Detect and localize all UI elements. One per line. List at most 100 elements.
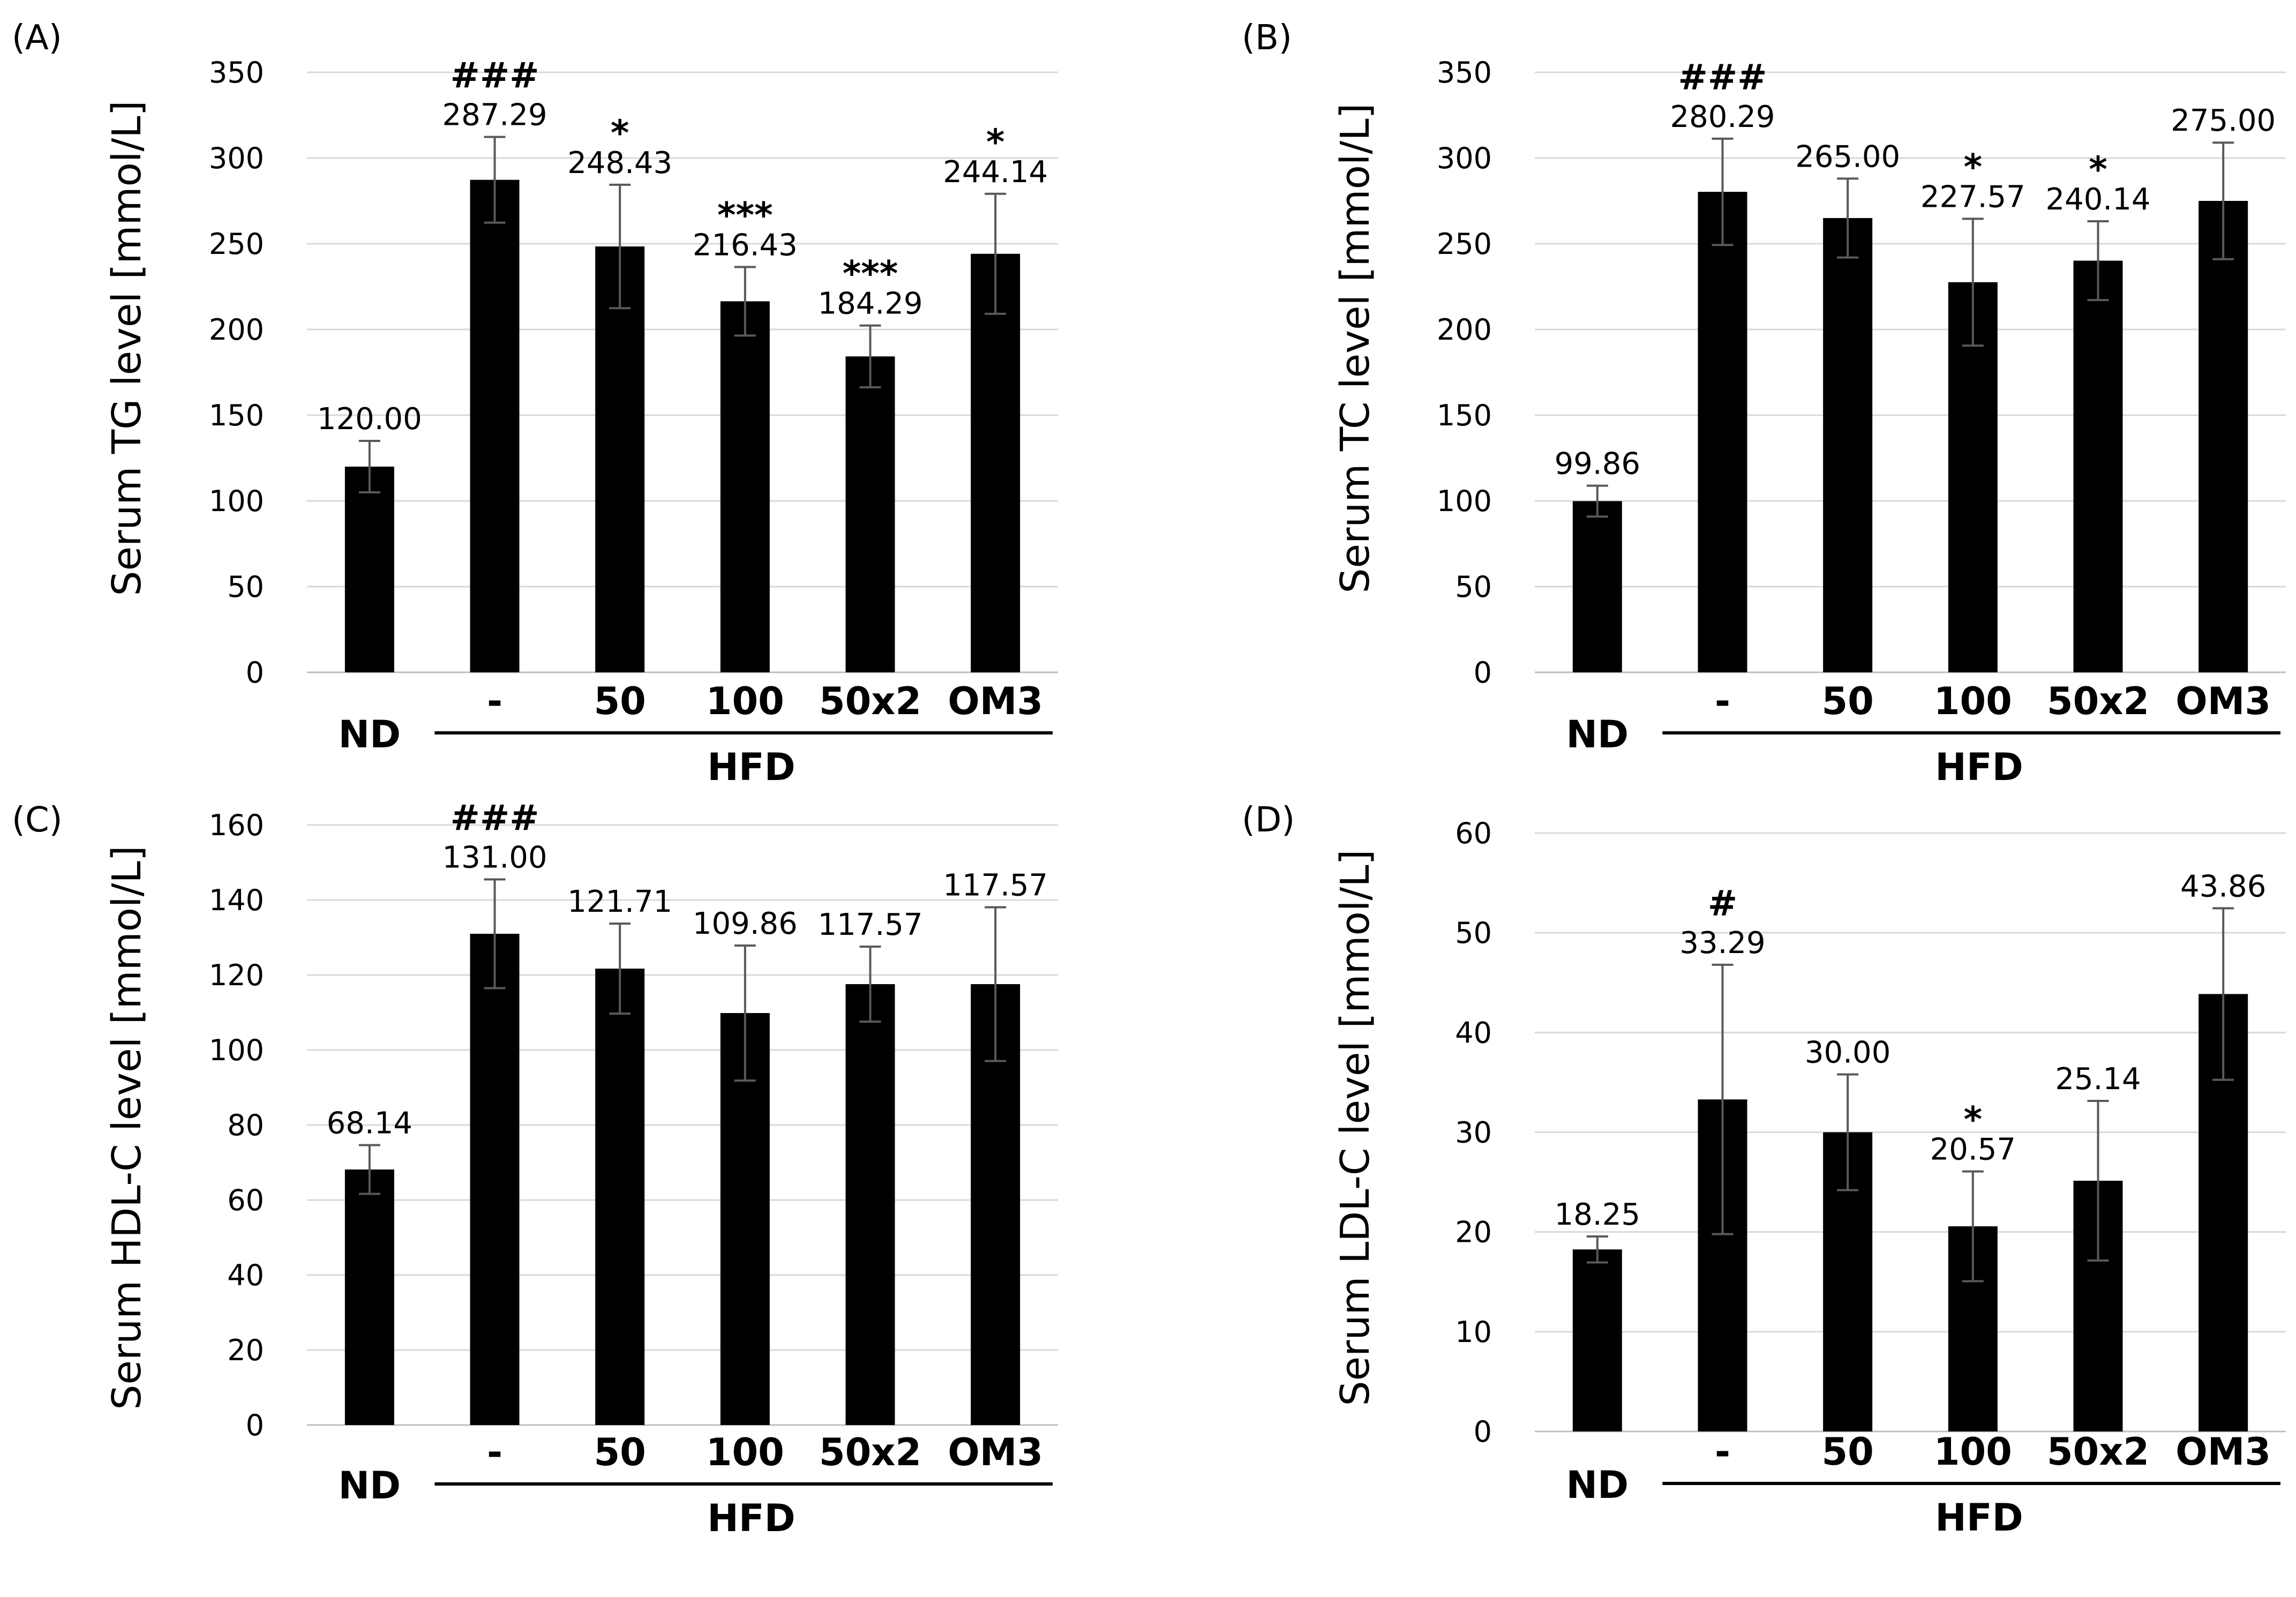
significance-mark: * <box>2089 149 2107 190</box>
group-label: HFD <box>1935 745 2023 789</box>
bar <box>2073 260 2123 672</box>
y-tick-label: 120 <box>209 958 264 992</box>
panel-label: (B) <box>1242 18 1292 58</box>
y-tick-label: 250 <box>1437 227 1492 261</box>
y-tick-label: 0 <box>246 656 264 689</box>
y-tick-label: 0 <box>1474 1415 1492 1449</box>
data-label: 20.57 <box>1930 1133 2016 1167</box>
significance-mark: ### <box>451 798 539 839</box>
y-tick-label: 100 <box>209 1033 264 1067</box>
data-label: 131.00 <box>442 841 547 875</box>
y-tick-label: 50 <box>1455 570 1492 604</box>
x-tick-label: ND <box>1566 1463 1629 1507</box>
data-label: 265.00 <box>1795 139 1900 174</box>
x-tick-label: ND <box>1566 713 1629 756</box>
y-tick-label: 50 <box>1455 916 1492 950</box>
data-label: 275.00 <box>2171 103 2276 138</box>
y-tick-label: 140 <box>209 883 264 917</box>
x-tick-label: - <box>1715 679 1730 723</box>
y-tick-label: 20 <box>1455 1216 1492 1249</box>
significance-mark: *** <box>717 194 773 236</box>
x-tick-label: 100 <box>1934 679 2012 723</box>
y-axis-title: Serum HDL-C level [mmol/L] <box>104 845 150 1409</box>
y-tick-label: 160 <box>209 808 264 842</box>
data-label: 216.43 <box>693 228 798 263</box>
data-label: 248.43 <box>567 146 672 181</box>
bar <box>595 246 645 672</box>
x-tick-label: 50x2 <box>2047 679 2149 723</box>
bar <box>595 969 645 1425</box>
y-tick-label: 10 <box>1455 1315 1492 1349</box>
y-tick-label: 60 <box>1455 816 1492 850</box>
x-tick-label: - <box>1715 1430 1730 1474</box>
bar <box>1823 218 1873 672</box>
data-label: 25.14 <box>2055 1062 2141 1097</box>
y-tick-label: 100 <box>209 484 264 518</box>
bar <box>1948 282 1998 672</box>
group-label: HFD <box>707 745 796 789</box>
y-axis-title: Serum LDL-C level [mmol/L] <box>1332 850 1378 1406</box>
significance-mark: ### <box>1678 57 1767 98</box>
x-tick-label: OM3 <box>2175 1430 2271 1474</box>
bar <box>720 1013 770 1425</box>
data-label: 33.29 <box>1679 926 1765 961</box>
x-tick-label: ND <box>338 713 401 756</box>
bar <box>720 301 770 672</box>
x-tick-label: 50 <box>1821 1430 1873 1474</box>
data-label: 99.86 <box>1555 447 1640 482</box>
x-tick-label: 100 <box>706 679 784 723</box>
significance-mark: * <box>1964 1099 1983 1141</box>
bar <box>845 984 895 1425</box>
panel-label: (C) <box>12 800 63 840</box>
data-label: 120.00 <box>317 402 422 437</box>
y-tick-label: 200 <box>1437 313 1492 347</box>
data-label: 68.14 <box>327 1106 412 1141</box>
x-tick-label: OM3 <box>948 679 1043 723</box>
significance-mark: *** <box>843 253 898 295</box>
x-tick-label: - <box>487 1430 502 1474</box>
data-label: 117.57 <box>818 908 923 942</box>
x-tick-label: 50x2 <box>819 1430 921 1474</box>
x-tick-label: 100 <box>706 1430 784 1474</box>
data-label: 43.86 <box>2180 869 2266 904</box>
y-tick-label: 50 <box>227 570 264 604</box>
y-axis-title: Serum TC level [mmol/L] <box>1332 103 1378 594</box>
y-tick-label: 250 <box>209 227 264 261</box>
data-label: 117.57 <box>943 868 1048 903</box>
data-label: 227.57 <box>1920 179 2025 214</box>
significance-mark: * <box>1964 146 1983 188</box>
x-tick-label: 50x2 <box>2047 1430 2149 1474</box>
data-label: 184.29 <box>818 287 923 321</box>
bar <box>1698 192 1747 672</box>
panel-label: (D) <box>1242 800 1295 840</box>
y-tick-label: 300 <box>1437 141 1492 175</box>
bar <box>470 179 520 672</box>
data-label: 280.29 <box>1670 100 1775 134</box>
y-tick-label: 350 <box>1437 56 1492 89</box>
x-tick-label: ND <box>338 1464 401 1508</box>
x-tick-label: OM3 <box>2175 679 2271 723</box>
data-label: 30.00 <box>1805 1036 1890 1070</box>
chart-panel-a: (A) 0 50 100 150 200 250 300 350 Serum TG level [… <box>12 18 1058 789</box>
y-tick-label: 100 <box>1437 484 1492 518</box>
significance-mark: * <box>611 113 629 154</box>
group-label: HFD <box>707 1496 796 1540</box>
group-label: HFD <box>1935 1496 2023 1540</box>
data-label: 18.25 <box>1555 1197 1640 1232</box>
y-tick-label: 0 <box>246 1408 264 1442</box>
bar <box>344 467 394 672</box>
y-axis-title: Serum TG level [mmol/L] <box>104 101 150 596</box>
y-tick-label: 20 <box>227 1333 264 1367</box>
data-label: 240.14 <box>2046 182 2151 217</box>
bar <box>1572 501 1622 672</box>
y-tick-label: 60 <box>227 1183 264 1217</box>
significance-mark: ### <box>451 55 539 96</box>
y-tick-label: 350 <box>209 56 264 89</box>
y-tick-label: 200 <box>209 313 264 347</box>
bar <box>845 356 895 672</box>
x-tick-label: OM3 <box>948 1430 1043 1474</box>
panel-label: (A) <box>12 18 62 58</box>
bar <box>344 1169 394 1425</box>
x-tick-label: 50 <box>594 679 646 723</box>
